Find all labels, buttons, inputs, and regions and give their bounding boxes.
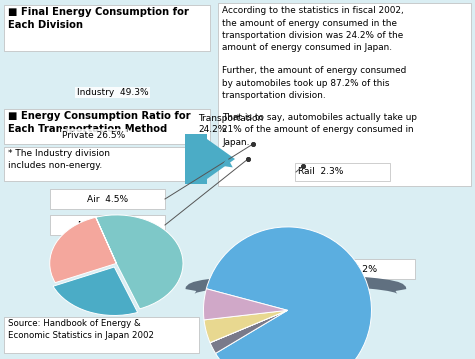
Wedge shape [210,310,287,353]
FancyBboxPatch shape [4,147,189,181]
Text: Source: Handbook of Energy &
Economic Statistics in Japan 2002: Source: Handbook of Energy & Economic St… [8,319,154,340]
FancyBboxPatch shape [295,163,390,181]
Text: ■ Final Energy Consumption for
Each Division: ■ Final Energy Consumption for Each Divi… [8,7,189,30]
Text: According to the statistics in fiscal 2002,
the amount of energy consumed in the: According to the statistics in fiscal 20… [222,6,404,52]
Wedge shape [96,217,116,264]
FancyBboxPatch shape [285,259,415,279]
Text: Automobile 87.2%: Automobile 87.2% [290,265,377,274]
Text: Air  4.5%: Air 4.5% [87,195,129,204]
FancyBboxPatch shape [218,3,471,186]
Wedge shape [50,217,116,283]
Text: That is to say, automobiles actually take up
21% of the amount of energy consume: That is to say, automobiles actually tak… [222,113,417,147]
FancyBboxPatch shape [4,317,199,353]
Text: Rail  2.3%: Rail 2.3% [298,168,343,177]
Wedge shape [203,289,287,320]
Text: Marine  6.0%: Marine 6.0% [78,220,138,229]
FancyBboxPatch shape [4,109,210,144]
FancyBboxPatch shape [50,189,165,209]
Text: Industry  49.3%: Industry 49.3% [77,88,149,97]
FancyBboxPatch shape [4,5,210,51]
Wedge shape [206,227,371,359]
Polygon shape [185,134,235,184]
Wedge shape [53,267,138,316]
Text: Transportation
24.2%: Transportation 24.2% [199,114,264,134]
Text: Private 26.5%: Private 26.5% [62,131,125,140]
Text: Further, the amount of energy consumed
by automobiles took up 87.2% of this
tran: Further, the amount of energy consumed b… [222,66,406,100]
FancyBboxPatch shape [50,215,165,235]
Wedge shape [210,310,287,342]
Text: * The Industry division
includes non-energy.: * The Industry division includes non-ene… [8,149,110,170]
Text: ■ Energy Consumption Ratio for
Each Transportation Method: ■ Energy Consumption Ratio for Each Tran… [8,111,190,134]
Wedge shape [96,215,183,309]
Wedge shape [204,310,287,342]
